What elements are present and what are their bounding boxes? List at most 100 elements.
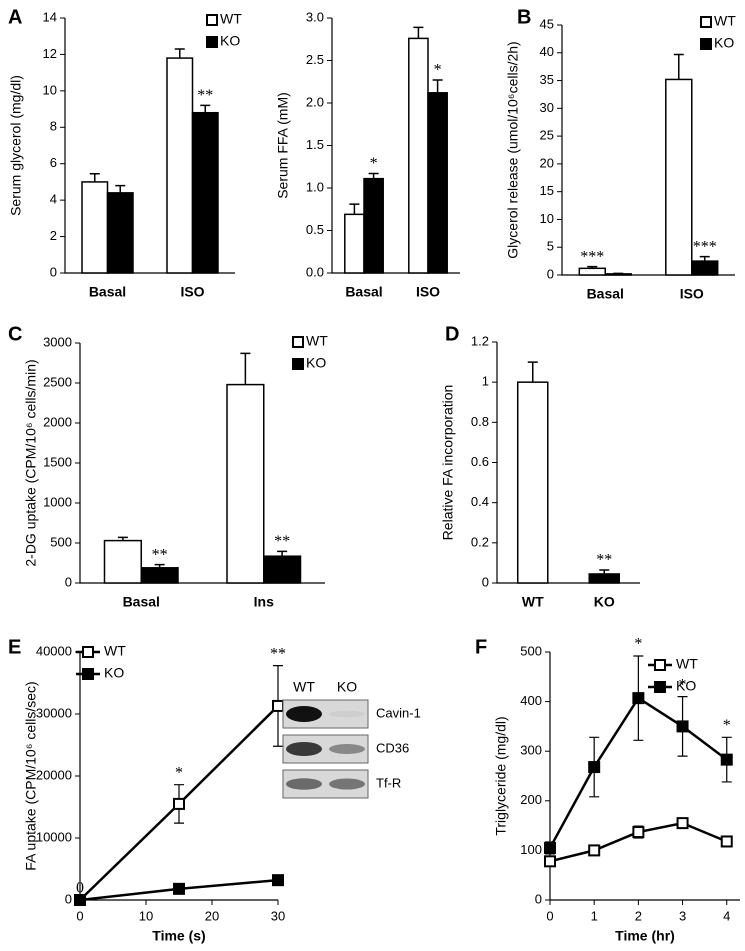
legend-label: KO xyxy=(306,355,326,371)
y-tick-label: 0 xyxy=(65,891,72,906)
x-tick-label: 4 xyxy=(723,908,730,923)
bar xyxy=(81,181,109,274)
error-bar xyxy=(599,569,610,574)
x-tick-label: ISO xyxy=(416,284,440,300)
inset-row-label: Tf-R xyxy=(376,775,401,790)
y-tick-label: 10000 xyxy=(36,829,72,844)
y-tick-label: 2.0 xyxy=(306,94,324,109)
legend-swatch xyxy=(206,36,218,48)
y-axis-title: Serum glycerol (mg/dl) xyxy=(8,75,24,216)
y-tick-label: 15 xyxy=(540,183,554,198)
bar xyxy=(665,78,693,276)
x-tick-label: 1 xyxy=(591,908,598,923)
error-bar xyxy=(368,172,379,179)
error-bar xyxy=(277,550,288,557)
y-tick-label: 0.5 xyxy=(306,222,324,237)
y-tick-label: 0 xyxy=(65,574,72,589)
bar xyxy=(588,573,621,584)
y-tick-label: 0.8 xyxy=(471,414,489,429)
bar xyxy=(344,213,365,274)
error-bar xyxy=(413,26,424,39)
y-tick-label: 1000 xyxy=(43,494,72,509)
x-tick-label: 2 xyxy=(635,908,642,923)
y-tick-label: 1500 xyxy=(43,454,72,469)
y-tick-label: 4 xyxy=(50,192,57,207)
y-tick-label: 25 xyxy=(540,128,554,143)
y-tick-label: 40000 xyxy=(36,643,72,658)
error-bar xyxy=(587,265,598,269)
marker xyxy=(544,855,556,868)
error-bar xyxy=(673,53,684,80)
y-tick-label: 2500 xyxy=(43,374,72,389)
marker xyxy=(720,835,733,848)
y-tick-label: 14 xyxy=(43,9,57,24)
x-tick-label: 3 xyxy=(679,908,686,923)
x-tick-label: Basal xyxy=(587,286,624,302)
y-tick-label: 500 xyxy=(520,643,542,658)
y-tick-label: 20 xyxy=(540,155,554,170)
y-tick-label: 6 xyxy=(50,155,57,170)
y-tick-label: 0 xyxy=(535,891,542,906)
y-tick-label: 200 xyxy=(520,792,542,807)
x-tick-label: Ins xyxy=(254,594,274,610)
marker xyxy=(588,844,601,857)
bar xyxy=(363,177,384,274)
bar xyxy=(408,37,429,274)
x-tick-label: 30 xyxy=(271,908,285,923)
y-tick-label: 400 xyxy=(520,693,542,708)
x-axis-title: Time (hr) xyxy=(615,928,675,944)
legend-swatch xyxy=(700,38,712,50)
y-tick-label: 12 xyxy=(43,46,57,61)
blot-band xyxy=(286,778,322,790)
x-tick-label: 0 xyxy=(76,908,83,923)
error-bar xyxy=(154,563,165,568)
bar xyxy=(691,260,719,276)
marker xyxy=(544,841,556,854)
significance: ** xyxy=(274,533,290,550)
blot-band xyxy=(286,742,322,756)
y-tick-label: 40 xyxy=(540,44,554,59)
y-tick-label: 0 xyxy=(547,266,554,281)
significance: *** xyxy=(693,238,717,255)
error-bar xyxy=(174,48,185,59)
error-bar xyxy=(613,272,624,275)
y-tick-label: 30 xyxy=(540,100,554,115)
y-tick-label: 2.5 xyxy=(306,52,324,67)
panel-label: C xyxy=(8,323,22,345)
y-tick-label: 300 xyxy=(520,743,542,758)
significance: * xyxy=(175,764,183,781)
significance: * xyxy=(723,717,731,734)
y-tick-label: 3000 xyxy=(43,334,72,349)
y-tick-label: 0.2 xyxy=(471,534,489,549)
inset-row-label: Cavin-1 xyxy=(376,705,421,720)
error-bar xyxy=(200,104,211,113)
marker xyxy=(676,817,689,830)
x-tick-label: KO xyxy=(594,594,615,610)
legend-swatch xyxy=(654,659,666,671)
y-tick-label: 45 xyxy=(540,16,554,31)
significance: * xyxy=(634,636,642,653)
panel-label: B xyxy=(517,6,531,28)
legend-label: WT xyxy=(676,656,698,672)
bar xyxy=(427,92,448,274)
bar xyxy=(578,267,606,276)
legend-label: WT xyxy=(306,333,328,349)
bar xyxy=(516,381,549,584)
y-tick-label: 20000 xyxy=(36,767,72,782)
error-bar xyxy=(527,361,538,383)
y-axis-title: Triglyceride (mg/dl) xyxy=(493,716,509,835)
bar xyxy=(103,539,142,584)
x-tick-label: 10 xyxy=(139,908,153,923)
x-tick-label: Basal xyxy=(89,284,126,300)
x-tick-label: WT xyxy=(522,594,544,610)
significance: ** xyxy=(152,546,168,563)
y-axis-title: Serum FFA (mM) xyxy=(275,92,291,199)
inset-row-label: CD36 xyxy=(376,740,409,755)
y-tick-label: 0 xyxy=(482,574,489,589)
significance: ** xyxy=(596,552,612,569)
significance: 0 xyxy=(76,880,84,897)
x-tick-label: Basal xyxy=(345,284,382,300)
inset-column-label: KO xyxy=(337,679,357,695)
panel-label: D xyxy=(445,323,459,345)
